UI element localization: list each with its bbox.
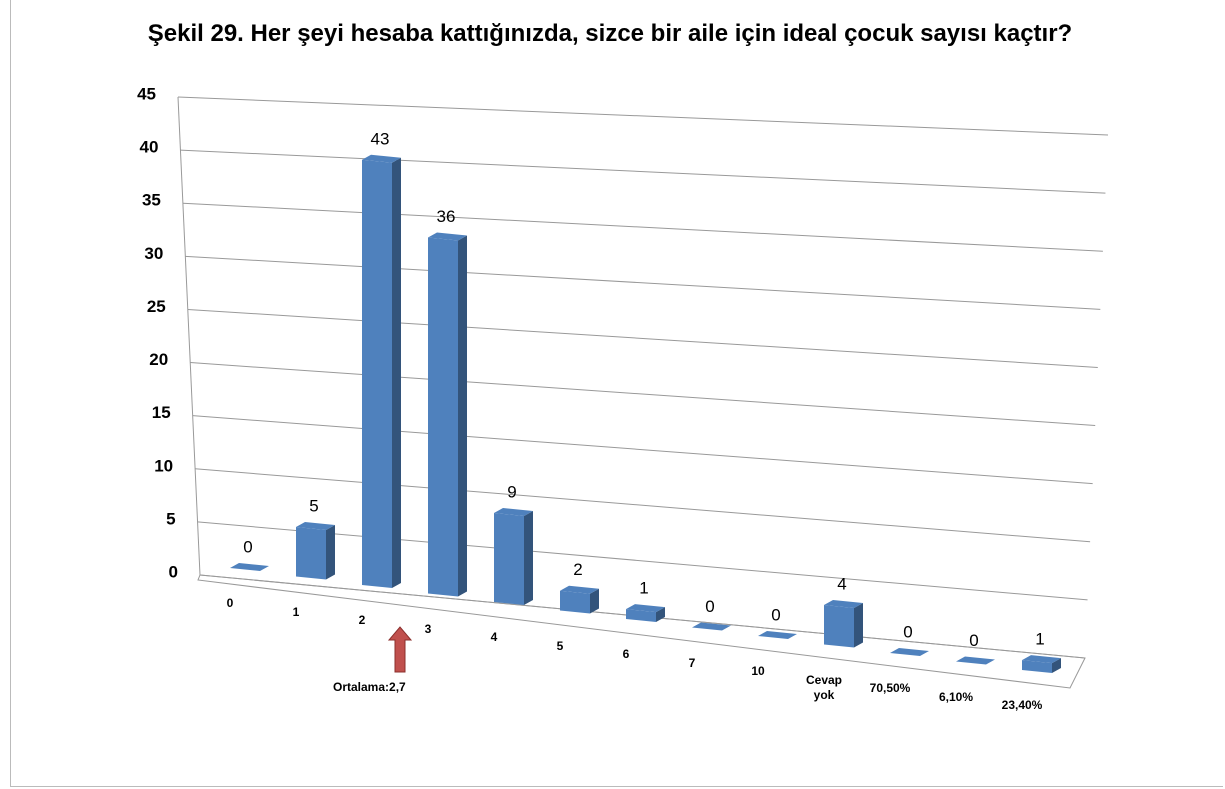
bar-face <box>494 513 524 605</box>
bar <box>890 648 929 656</box>
bar-face <box>560 590 590 614</box>
value-label: 4 <box>837 574 846 593</box>
value-label: 0 <box>705 597 714 616</box>
bar-face <box>362 159 392 588</box>
bar <box>1022 655 1061 673</box>
bar-face <box>626 609 656 622</box>
bar-face <box>890 648 929 656</box>
bar <box>494 508 533 605</box>
x-tick-label: 3 <box>424 621 432 636</box>
x-tick-label: 6 <box>622 647 630 661</box>
bar <box>758 631 797 639</box>
bar-face <box>656 607 665 622</box>
bar-face <box>758 631 797 639</box>
chart-title: Şekil 29. Her şeyi hesaba kattığınızda, … <box>147 20 1073 47</box>
y-tick-label: 15 <box>152 403 171 422</box>
bar-face <box>824 599 863 608</box>
value-label: 2 <box>573 560 582 579</box>
bar-face <box>362 154 401 163</box>
grid-line <box>192 415 1093 485</box>
grid-line <box>177 96 1109 136</box>
x-tick-label: 23,40% <box>1001 698 1043 712</box>
arrow <box>387 626 413 673</box>
bar-face <box>296 527 326 580</box>
x-tick-label: 0 <box>226 596 234 610</box>
bar-face <box>428 237 458 597</box>
grid-line <box>180 149 1106 194</box>
bar-face <box>692 622 731 631</box>
value-label: 36 <box>437 207 456 226</box>
bar <box>626 604 665 622</box>
value-label: 43 <box>371 129 390 148</box>
y-tick-label: 40 <box>140 138 159 157</box>
bar-face <box>1022 660 1052 673</box>
value-label: 9 <box>507 482 516 501</box>
bar-face <box>824 604 854 648</box>
axis-line <box>177 96 201 576</box>
y-tick-label: 35 <box>142 191 161 210</box>
value-label: 1 <box>639 579 648 598</box>
bar <box>428 232 467 597</box>
grid-line <box>185 255 1101 310</box>
bar-face <box>956 656 995 665</box>
value-label: 0 <box>969 631 978 650</box>
x-tick-label: 6,10% <box>938 689 974 704</box>
value-label: 0 <box>243 537 252 556</box>
x-tick-label: 1 <box>292 604 300 619</box>
grid-line <box>195 468 1091 543</box>
y-tick-label: 5 <box>166 509 175 528</box>
bar-face <box>524 511 533 605</box>
value-label: 0 <box>903 622 912 641</box>
x-tick-label: 2 <box>358 613 366 627</box>
y-tick-label: 45 <box>137 84 156 103</box>
bar-face <box>428 232 467 241</box>
bar <box>362 154 401 588</box>
bar-face <box>230 563 269 571</box>
bar <box>296 522 335 580</box>
bar-face <box>1022 655 1061 664</box>
grid-line <box>190 362 1096 427</box>
grid-line <box>187 308 1098 368</box>
bar-face <box>326 525 335 580</box>
x-tick-label: Cevap yok <box>805 672 843 702</box>
y-tick-label: 25 <box>147 297 166 316</box>
x-tick-label: 4 <box>490 630 498 644</box>
x-tick-label: 5 <box>556 638 564 653</box>
x-tick-label: 70,50% <box>869 681 911 695</box>
frame <box>10 0 1223 787</box>
bar-face <box>1052 658 1061 673</box>
bar-face <box>560 585 599 594</box>
value-label: 1 <box>1035 630 1044 649</box>
bar-face <box>392 157 401 588</box>
value-label: 0 <box>771 605 780 624</box>
bar-face <box>590 588 599 614</box>
y-tick-label: 20 <box>149 350 168 369</box>
bar <box>560 585 599 614</box>
x-tick-label: 10 <box>751 664 765 678</box>
bar-face <box>458 235 467 597</box>
bar <box>230 563 269 571</box>
value-label: 5 <box>309 497 318 516</box>
y-tick-label: 30 <box>144 244 163 263</box>
annotation: Ortalama:2,7 <box>333 680 406 694</box>
bar <box>956 656 995 665</box>
bar <box>824 599 863 648</box>
bar-face <box>854 602 863 648</box>
x-tick-label: 7 <box>688 655 696 670</box>
bar-face <box>494 508 533 516</box>
grid-line <box>182 202 1103 252</box>
bar-face <box>626 604 665 613</box>
bar-face <box>296 522 335 531</box>
y-tick-label: 10 <box>154 456 173 475</box>
y-tick-label: 0 <box>169 562 178 581</box>
grid-line <box>197 521 1088 601</box>
bar <box>692 622 731 631</box>
